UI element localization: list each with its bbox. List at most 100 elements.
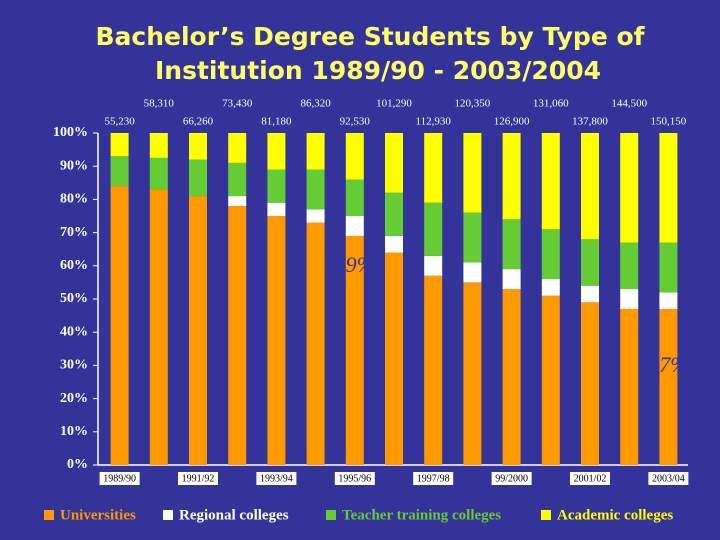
bar-segment bbox=[228, 133, 247, 163]
x-tick-box bbox=[413, 472, 454, 485]
bar-segment bbox=[659, 292, 678, 309]
total-label: 92,530 bbox=[340, 116, 371, 128]
x-tick-box bbox=[256, 472, 297, 485]
x-tick-label: 1997/98 bbox=[417, 473, 450, 484]
y-tick-label: 40% bbox=[60, 324, 88, 339]
x-tick-box bbox=[570, 472, 610, 485]
bar-segment bbox=[110, 156, 129, 187]
bar-segment bbox=[385, 252, 403, 465]
x-tick-box bbox=[334, 472, 375, 485]
bar-segment bbox=[581, 285, 599, 303]
bar-segment bbox=[502, 269, 521, 290]
bar-segment bbox=[659, 308, 678, 465]
bar-segment bbox=[345, 235, 364, 465]
bar-segment bbox=[306, 169, 325, 210]
bar-segment bbox=[659, 242, 678, 293]
total-label: 126,900 bbox=[494, 116, 530, 128]
bar-segment bbox=[385, 133, 403, 193]
x-tick-label: 1989/90 bbox=[103, 473, 136, 484]
bar-segment bbox=[463, 212, 482, 263]
bar-segment bbox=[463, 282, 482, 465]
chart-title: Institution 1989/90 - 2003/2004 bbox=[155, 56, 601, 85]
bar-segment bbox=[306, 133, 325, 170]
total-label: 58,310 bbox=[144, 98, 175, 110]
total-label: 55,230 bbox=[104, 116, 135, 128]
x-tick-box bbox=[178, 472, 218, 485]
y-tick-label: 80% bbox=[60, 192, 88, 207]
bar-segment bbox=[385, 192, 403, 236]
x-tick-label: 1991/92 bbox=[182, 473, 215, 484]
total-label: 137,800 bbox=[572, 116, 608, 128]
legend-label: Regional colleges bbox=[179, 507, 289, 523]
total-label: 86,320 bbox=[300, 98, 331, 110]
annotation: 69% bbox=[335, 252, 375, 277]
bar-segment bbox=[345, 216, 364, 236]
legend-swatch bbox=[44, 510, 54, 520]
y-tick-label: 90% bbox=[60, 158, 88, 173]
bar-segment bbox=[189, 133, 207, 160]
bar-segment bbox=[581, 302, 599, 465]
bar-segment bbox=[463, 133, 482, 213]
x-tick-box bbox=[99, 472, 140, 485]
bar-segment bbox=[502, 133, 521, 220]
bar-segment bbox=[110, 186, 129, 465]
bar-segment bbox=[424, 202, 443, 256]
bar-segment bbox=[228, 206, 247, 466]
x-tick-box bbox=[648, 472, 689, 485]
total-label: 66,260 bbox=[183, 116, 214, 128]
bar-segment bbox=[502, 219, 521, 270]
x-tick-label: 2003/04 bbox=[652, 473, 685, 484]
x-tick-label: 1995/96 bbox=[338, 473, 371, 484]
bar-segment bbox=[581, 239, 599, 286]
x-tick-box bbox=[491, 472, 532, 485]
bar-segment bbox=[620, 289, 639, 309]
bar-segment bbox=[228, 196, 247, 207]
total-label: 112,930 bbox=[416, 116, 452, 128]
bar-segment bbox=[424, 255, 443, 276]
bar-segment bbox=[541, 229, 560, 280]
bar-segment bbox=[502, 289, 521, 465]
bar-segment bbox=[306, 209, 325, 223]
bar-segment bbox=[463, 262, 482, 283]
x-tick-label: 2001/02 bbox=[574, 473, 607, 484]
bar-segment bbox=[345, 179, 364, 216]
bar-segment bbox=[385, 235, 403, 253]
total-label: 73,430 bbox=[222, 98, 253, 110]
y-tick-label: 70% bbox=[60, 225, 88, 240]
total-label: 144,500 bbox=[611, 98, 647, 110]
bar-segment bbox=[189, 159, 207, 197]
y-tick-label: 60% bbox=[60, 258, 88, 273]
bar-segment bbox=[267, 202, 286, 216]
bar-segment bbox=[228, 162, 247, 197]
legend-swatch bbox=[163, 510, 173, 520]
bar-segment bbox=[267, 133, 286, 170]
legend-label: Teacher training colleges bbox=[342, 507, 501, 523]
y-tick-label: 30% bbox=[60, 358, 88, 373]
bar-segment bbox=[541, 133, 560, 230]
y-tick-label: 50% bbox=[60, 291, 88, 306]
legend-label: Academic colleges bbox=[557, 507, 673, 523]
bar-segment bbox=[306, 222, 325, 465]
bar-segment bbox=[541, 295, 560, 465]
total-label: 101,290 bbox=[376, 98, 412, 110]
x-tick-label: 1993/94 bbox=[260, 473, 293, 484]
bar-segment bbox=[541, 279, 560, 296]
bar-segment bbox=[149, 133, 168, 158]
bar-segment bbox=[424, 133, 443, 203]
bar-segment bbox=[620, 242, 639, 290]
bar-segment bbox=[620, 133, 639, 243]
bar-segment bbox=[424, 275, 443, 465]
y-tick-label: 10% bbox=[60, 424, 88, 439]
bar-segment bbox=[581, 133, 599, 240]
chart-title: Bachelor’s Degree Students by Type of bbox=[95, 22, 645, 51]
bar-segment bbox=[189, 196, 207, 465]
y-tick-label: 100% bbox=[53, 125, 88, 140]
annotation: 47% bbox=[648, 352, 688, 377]
legend-swatch bbox=[541, 510, 551, 520]
bar-segment bbox=[149, 157, 168, 190]
legend-label: Universities bbox=[60, 507, 136, 523]
y-tick-label: 0% bbox=[67, 457, 88, 472]
bar-segment bbox=[267, 216, 286, 465]
x-tick-label: 99/2000 bbox=[495, 473, 528, 484]
